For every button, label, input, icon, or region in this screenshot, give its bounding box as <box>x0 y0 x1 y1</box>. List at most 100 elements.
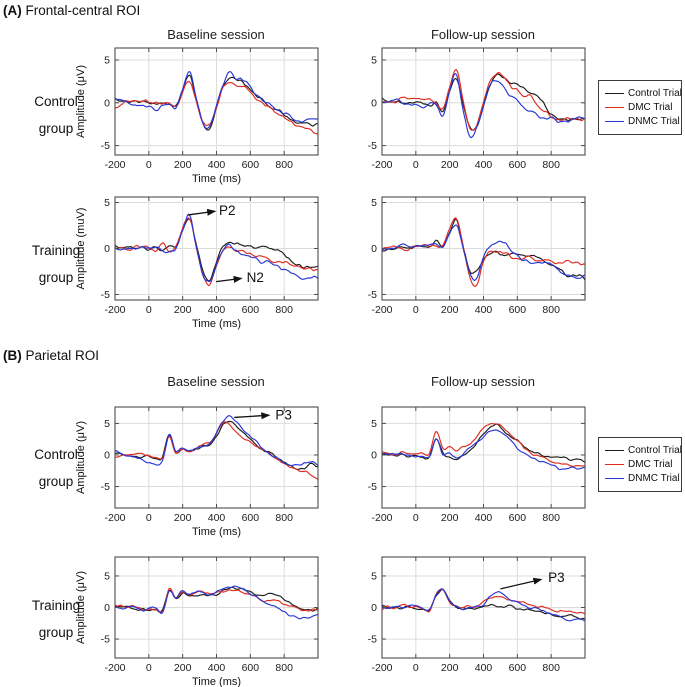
series-dnmc-trial <box>115 70 318 129</box>
x-tick-label: -200 <box>371 159 392 171</box>
legend-line-sample <box>605 121 624 122</box>
x-tick-label: 200 <box>174 159 192 171</box>
x-axis-label: Time (ms) <box>192 318 241 330</box>
x-tick-label: -200 <box>371 304 392 316</box>
y-tick-label: 5 <box>104 54 110 66</box>
annotation-arrow <box>187 208 217 216</box>
x-tick-label: 600 <box>509 512 527 524</box>
x-tick-label: 0 <box>413 662 419 674</box>
legend-item-dmc-trial: DMC Trial <box>605 458 675 471</box>
chart-svg-a-control-followup: -200 0 200 400 600 800 5 0 -5 <box>368 47 586 171</box>
x-tick-label: 600 <box>509 662 527 674</box>
row-label-line: Control <box>34 94 78 109</box>
y-tick-label: 5 <box>104 418 110 430</box>
y-tick-label: 0 <box>371 602 377 614</box>
series-group <box>382 423 585 471</box>
series-dmc-trial <box>382 589 585 615</box>
chart-a-control-baseline: -200 0 200 400 600 800 5 0 -5 Time (ms) Amplitude … <box>61 34 330 200</box>
annotation-label-n2: N2 <box>247 270 264 285</box>
series-group <box>115 415 318 481</box>
y-axis-label: Amplitude (μV) <box>75 571 87 644</box>
x-tick-label: 0 <box>146 159 152 171</box>
x-tick-label: 800 <box>275 662 293 674</box>
panel-b-name: Parietal ROI <box>25 348 100 363</box>
legend-item-label: DNMC Trial <box>628 116 680 127</box>
chart-svg-a-training-followup: -200 0 200 400 600 800 5 0 -5 <box>368 196 586 316</box>
series-dnmc-trial <box>382 429 585 471</box>
header-b-baseline: Baseline session <box>167 374 265 389</box>
x-tick-label: -200 <box>104 512 125 524</box>
x-axis-label: Time (ms) <box>192 676 241 687</box>
x-tick-label: -200 <box>104 662 125 674</box>
annotation-label-p2: P2 <box>219 203 236 218</box>
x-tick-label: 600 <box>242 662 260 674</box>
chart-svg-a-training-baseline: -200 0 200 400 600 800 5 0 -5 Time (ms) Amplitude … <box>75 196 319 330</box>
x-tick-label: 600 <box>242 304 260 316</box>
legend-item-control-trial: Control Trial <box>605 87 682 100</box>
x-tick-label: 600 <box>242 512 260 524</box>
chart-a-training-baseline: -200 0 200 400 600 800 5 0 -5 Time (ms) Amplitude … <box>61 183 330 345</box>
x-tick-label: 600 <box>242 159 260 171</box>
chart-svg-b-control-followup: -200 0 200 400 600 800 5 0 -5 <box>368 406 586 524</box>
chart-svg-b-training-followup: -200 0 200 400 600 800 5 0 -5 P3 <box>368 556 586 674</box>
x-tick-label: 0 <box>413 512 419 524</box>
legend-item-label: DMC Trial <box>628 459 673 470</box>
x-tick-label: -200 <box>104 304 125 316</box>
annotation-label-p3: P3 <box>548 570 565 585</box>
x-tick-label: 0 <box>146 304 152 316</box>
y-tick-label: 0 <box>104 602 110 614</box>
series-dnmc-trial <box>115 585 318 620</box>
legend-item-label: Control Trial <box>628 88 682 99</box>
x-tick-label: -200 <box>104 159 125 171</box>
x-tick-label: -200 <box>371 512 392 524</box>
legend-item-label: DMC Trial <box>628 102 673 113</box>
series-group <box>382 588 585 622</box>
chart-b-control-followup: -200 0 200 400 600 800 5 0 -5 <box>328 393 597 553</box>
y-tick-label: 5 <box>371 418 377 430</box>
legend-item-dnmc-trial: DNMC Trial <box>605 115 680 128</box>
panel-a-tag: (A) <box>3 3 22 18</box>
x-tick-label: 400 <box>208 512 226 524</box>
x-tick-label: 200 <box>441 662 459 674</box>
legend-item-dnmc-trial: DNMC Trial <box>605 472 680 485</box>
x-tick-label: 200 <box>441 159 459 171</box>
row-label-a-training: Training group <box>8 237 104 291</box>
x-axis-label: Time (ms) <box>192 526 241 538</box>
x-tick-label: 400 <box>208 159 226 171</box>
y-tick-label: -5 <box>368 481 377 493</box>
y-tick-label: 5 <box>104 197 110 209</box>
x-tick-label: 0 <box>146 662 152 674</box>
y-tick-label: -5 <box>368 140 377 152</box>
y-tick-label: 5 <box>371 54 377 66</box>
legend-item-label: DNMC Trial <box>628 473 680 484</box>
x-tick-label: 800 <box>542 304 560 316</box>
y-tick-label: 0 <box>104 97 110 109</box>
row-label-line: Training <box>31 243 81 258</box>
series-group <box>115 585 318 620</box>
annotation-arrow <box>234 412 271 420</box>
legend-panel-a: Control Trial DMC Trial DNMC Trial <box>598 80 682 135</box>
y-axis-label: Amplitude (μV) <box>75 65 87 138</box>
x-tick-label: 200 <box>441 512 459 524</box>
y-tick-label: 0 <box>371 243 377 255</box>
header-b-followup: Follow-up session <box>430 374 536 389</box>
y-tick-label: -5 <box>101 140 110 152</box>
annotation-label-p3: P3 <box>275 407 292 422</box>
annotation-arrow <box>216 275 243 283</box>
y-tick-label: 5 <box>371 570 377 582</box>
legend-line-sample <box>605 464 624 465</box>
series-dnmc-trial <box>382 224 585 282</box>
x-tick-label: 400 <box>475 662 493 674</box>
row-label-line: Training <box>31 598 81 613</box>
chart-svg-b-control-baseline: -200 0 200 400 600 800 5 0 -5 Time (ms) Amplitude … <box>75 406 319 538</box>
legend-line-sample <box>605 107 624 108</box>
header-a-followup: Follow-up session <box>430 27 536 42</box>
x-tick-label: 800 <box>542 512 560 524</box>
series-group <box>382 217 585 287</box>
x-tick-label: 0 <box>413 159 419 171</box>
y-tick-label: 5 <box>371 197 377 209</box>
annotation-arrow <box>500 577 543 590</box>
row-label-line: Control <box>34 447 78 462</box>
chart-b-training-baseline: -200 0 200 400 600 800 5 0 -5 Time (ms) Amplitude … <box>61 543 330 687</box>
y-tick-label: -5 <box>101 289 110 301</box>
